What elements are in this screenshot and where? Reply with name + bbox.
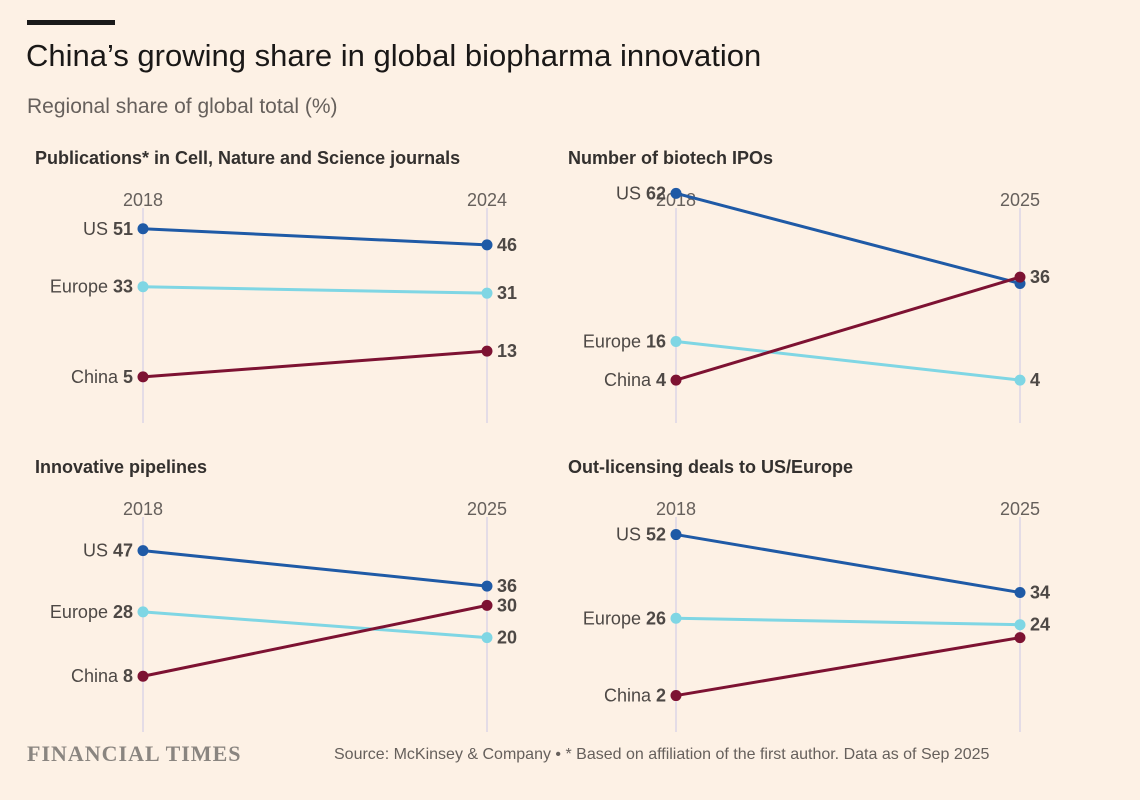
data-point-us (137, 223, 149, 235)
end-label-us: 34 (1030, 583, 1050, 603)
data-point-china (670, 374, 682, 386)
ft-top-bar (27, 20, 115, 25)
source-note: Source: McKinsey & Company • * Based on … (334, 746, 990, 763)
start-label-europe: Europe 26 (583, 608, 666, 628)
end-label-china: 36 (1030, 267, 1050, 287)
panel-biotech-ipos: Number of biotech IPOs 2018 2025 US 62 Euro… (560, 148, 1080, 438)
data-point-china (1014, 632, 1026, 644)
series-line-us (675, 191, 1021, 285)
data-point-europe (1014, 374, 1026, 386)
data-point-china (481, 599, 493, 611)
series-line-china (675, 275, 1021, 382)
x-tick-label: 2018 (123, 190, 163, 210)
data-point-europe (670, 335, 682, 347)
series-line-europe (142, 285, 488, 295)
slope-chart-out-licensing: 2018 2025 US 52 Europe 26 China 2 34 24 (583, 499, 1050, 732)
data-point-europe (137, 281, 149, 293)
end-label-china: 30 (497, 595, 517, 615)
x-tick-label: 2025 (1000, 499, 1040, 519)
data-point-china (137, 670, 149, 682)
series-line-china (675, 636, 1021, 698)
data-point-us (670, 187, 682, 199)
chart-title: China’s growing share in global biopharm… (26, 38, 762, 73)
data-point-us (481, 580, 493, 592)
start-label-us: US 51 (83, 219, 133, 239)
data-point-us (1014, 587, 1026, 599)
series-line-us (142, 227, 488, 247)
data-point-us (670, 529, 682, 541)
data-point-europe (670, 612, 682, 624)
series-line-china (142, 349, 488, 379)
x-tick-label: 2025 (467, 499, 507, 519)
start-label-us: US 47 (83, 541, 133, 561)
start-label-us: US 52 (616, 525, 666, 545)
start-label-china: China 8 (71, 666, 133, 686)
chart-subtitle: Regional share of global total (%) (27, 95, 338, 118)
start-label-china: China 4 (604, 370, 666, 390)
series-line-china (142, 603, 488, 678)
panel-pipelines: Innovative pipelines 2018 2025 US 47 Europe… (27, 457, 547, 747)
start-label-us: US 62 (616, 183, 666, 203)
series-line-europe (675, 339, 1021, 382)
end-label-europe: 24 (1030, 615, 1050, 635)
start-label-china: China 5 (71, 367, 133, 387)
data-point-china (1014, 271, 1026, 283)
end-label-china: 13 (497, 341, 517, 361)
data-point-europe (481, 287, 493, 299)
end-label-europe: 4 (1030, 370, 1040, 390)
panel-title: Out-licensing deals to US/Europe (568, 457, 854, 477)
start-label-europe: Europe 33 (50, 277, 133, 297)
panel-title: Publications* in Cell, Nature and Scienc… (35, 148, 461, 168)
data-point-europe (137, 606, 149, 618)
x-tick-label: 2024 (467, 190, 507, 210)
x-tick-label: 2025 (1000, 190, 1040, 210)
series-line-us (675, 533, 1021, 594)
data-point-china (670, 690, 682, 702)
series-line-us (142, 549, 488, 588)
data-point-us (481, 239, 493, 251)
panel-title: Innovative pipelines (35, 457, 208, 477)
panel-publications: Publications* in Cell, Nature and Scienc… (27, 148, 547, 438)
series-line-europe (675, 616, 1021, 627)
panel-title: Number of biotech IPOs (568, 148, 774, 168)
data-point-china (137, 371, 149, 383)
start-label-europe: Europe 16 (583, 331, 666, 351)
slope-chart-publications: 2018 2024 US 51 Europe 33 China 5 46 31 13 (50, 190, 517, 423)
end-label-us: 36 (497, 576, 517, 596)
start-label-europe: Europe 28 (50, 602, 133, 622)
panel-out-licensing: Out-licensing deals to US/Europe 2018 202… (560, 457, 1080, 747)
x-tick-label: 2018 (656, 499, 696, 519)
end-label-europe: 31 (497, 283, 517, 303)
x-tick-label: 2018 (123, 499, 163, 519)
data-point-europe (1014, 619, 1026, 631)
end-label-us: 46 (497, 235, 517, 255)
ft-logo: FINANCIAL TIMES (27, 741, 242, 766)
data-point-china (481, 345, 493, 357)
start-label-china: China 2 (604, 686, 666, 706)
data-point-europe (481, 632, 493, 644)
end-label-europe: 20 (497, 628, 517, 648)
series-line-europe (142, 610, 488, 640)
data-point-us (137, 545, 149, 557)
